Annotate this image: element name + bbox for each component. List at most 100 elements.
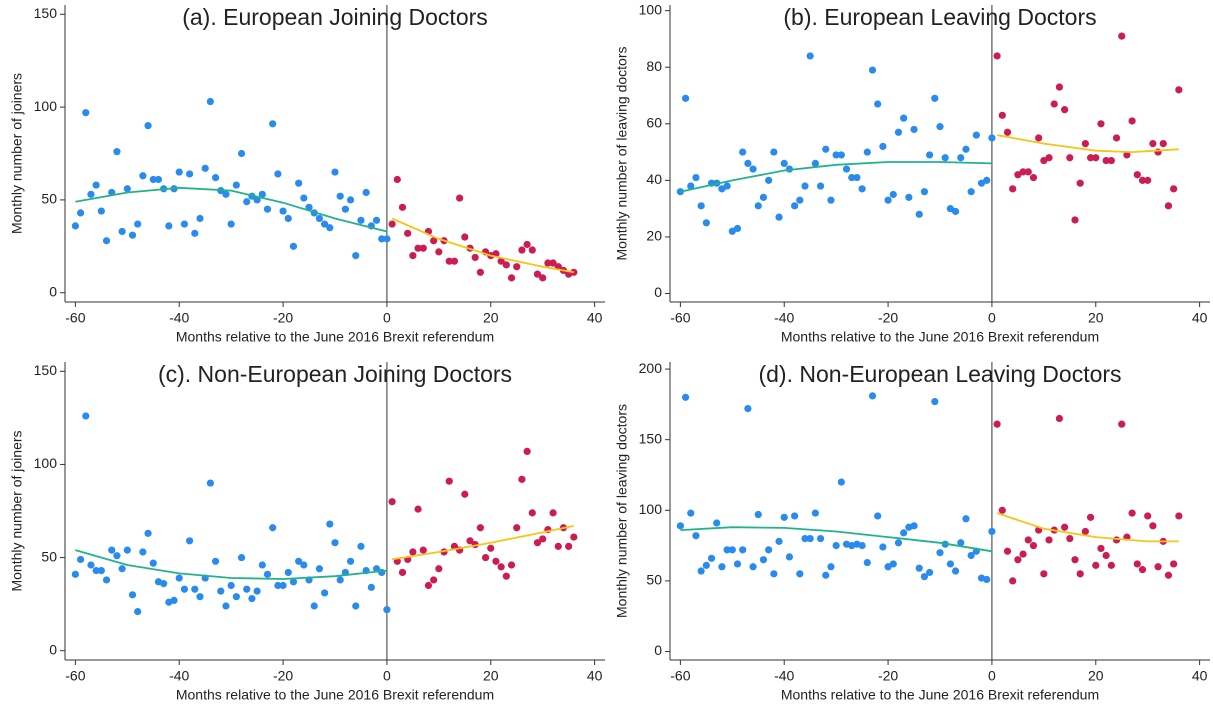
data-point <box>549 259 557 267</box>
data-point <box>435 248 443 256</box>
data-point <box>497 563 505 571</box>
data-point <box>92 567 100 575</box>
data-point <box>1009 185 1017 193</box>
data-point <box>765 546 773 554</box>
data-point <box>728 546 736 554</box>
data-point <box>507 561 516 569</box>
y-tick-label: 60 <box>646 115 662 131</box>
data-point <box>1076 570 1084 578</box>
data-point <box>507 274 516 282</box>
data-point <box>388 220 396 228</box>
data-point <box>951 207 960 216</box>
data-point <box>211 557 220 565</box>
x-tick-label: -40 <box>169 668 189 684</box>
data-point <box>1092 154 1100 162</box>
x-tick-label: -40 <box>169 310 189 326</box>
data-point <box>915 564 923 572</box>
data-point <box>398 203 407 211</box>
data-point <box>967 188 975 196</box>
data-point <box>196 593 204 601</box>
data-point <box>289 578 298 586</box>
data-point <box>920 573 929 581</box>
fit-line <box>996 512 1179 543</box>
data-point <box>554 542 562 550</box>
data-point <box>910 522 918 530</box>
data-point <box>430 576 438 584</box>
data-point <box>692 173 700 182</box>
data-point <box>570 268 578 276</box>
data-point <box>393 175 401 184</box>
data-point <box>983 575 991 584</box>
y-tick-label: 50 <box>41 191 57 207</box>
data-point <box>931 94 939 102</box>
data-point <box>957 154 965 162</box>
data-point <box>310 602 318 610</box>
data-point <box>1144 512 1152 520</box>
data-point <box>274 581 282 590</box>
y-tick-label: 200 <box>639 360 663 376</box>
data-point <box>128 591 137 599</box>
data-point <box>404 229 412 237</box>
data-point <box>936 123 944 131</box>
data-point <box>170 596 178 605</box>
data-point <box>217 587 225 595</box>
data-point <box>905 193 913 201</box>
data-point <box>832 151 840 159</box>
data-point <box>1159 140 1167 148</box>
data-point <box>435 565 443 573</box>
data-point <box>676 188 684 196</box>
x-tick-label: 20 <box>483 668 499 684</box>
data-point <box>811 159 819 167</box>
x-tick-label: 40 <box>587 668 603 684</box>
data-point <box>518 475 526 483</box>
data-point <box>232 181 240 189</box>
data-point <box>237 553 246 562</box>
x-axis-title: Months relative to the June 2016 Brexit … <box>176 687 494 703</box>
data-point <box>357 216 365 224</box>
data-point <box>430 237 438 245</box>
data-point <box>827 196 835 204</box>
data-point <box>993 420 1001 428</box>
data-point <box>414 244 422 252</box>
data-point <box>1102 156 1110 165</box>
data-point <box>253 196 261 204</box>
data-point <box>754 510 762 519</box>
data-point <box>518 246 526 254</box>
data-point <box>144 529 152 537</box>
x-axis-title: Months relative to the June 2016 Brexit … <box>176 329 494 345</box>
data-point <box>1066 154 1074 162</box>
data-point <box>352 251 360 260</box>
x-tick-label: 0 <box>383 310 391 326</box>
data-point <box>785 553 794 561</box>
x-tick-label: -20 <box>273 668 293 684</box>
data-point <box>759 556 768 564</box>
data-point <box>1164 571 1173 579</box>
data-point <box>331 168 339 176</box>
x-tick-label: 40 <box>1192 668 1208 684</box>
data-point <box>796 196 804 204</box>
data-point <box>502 572 510 580</box>
panel: 0 50 100 150 -60 -40 -20 0 20 40 Months relative t… <box>9 361 605 703</box>
data-point <box>289 242 298 250</box>
data-point <box>180 585 189 593</box>
data-point <box>367 583 375 591</box>
data-point <box>749 563 757 571</box>
data-point <box>523 447 531 455</box>
data-point <box>206 97 214 106</box>
data-point <box>697 567 705 575</box>
data-point <box>336 192 344 200</box>
y-tick-label: 0 <box>654 642 662 658</box>
data-point <box>1112 536 1121 544</box>
data-point <box>539 274 547 282</box>
data-point <box>988 134 996 142</box>
data-point <box>279 581 287 590</box>
data-point <box>702 561 710 569</box>
data-point <box>315 214 324 223</box>
x-tick-label: -60 <box>670 310 690 326</box>
data-point <box>957 539 965 547</box>
data-point <box>915 210 923 218</box>
data-point <box>1092 561 1100 569</box>
data-point <box>128 231 137 239</box>
data-point <box>713 519 721 527</box>
data-point <box>1081 140 1089 148</box>
